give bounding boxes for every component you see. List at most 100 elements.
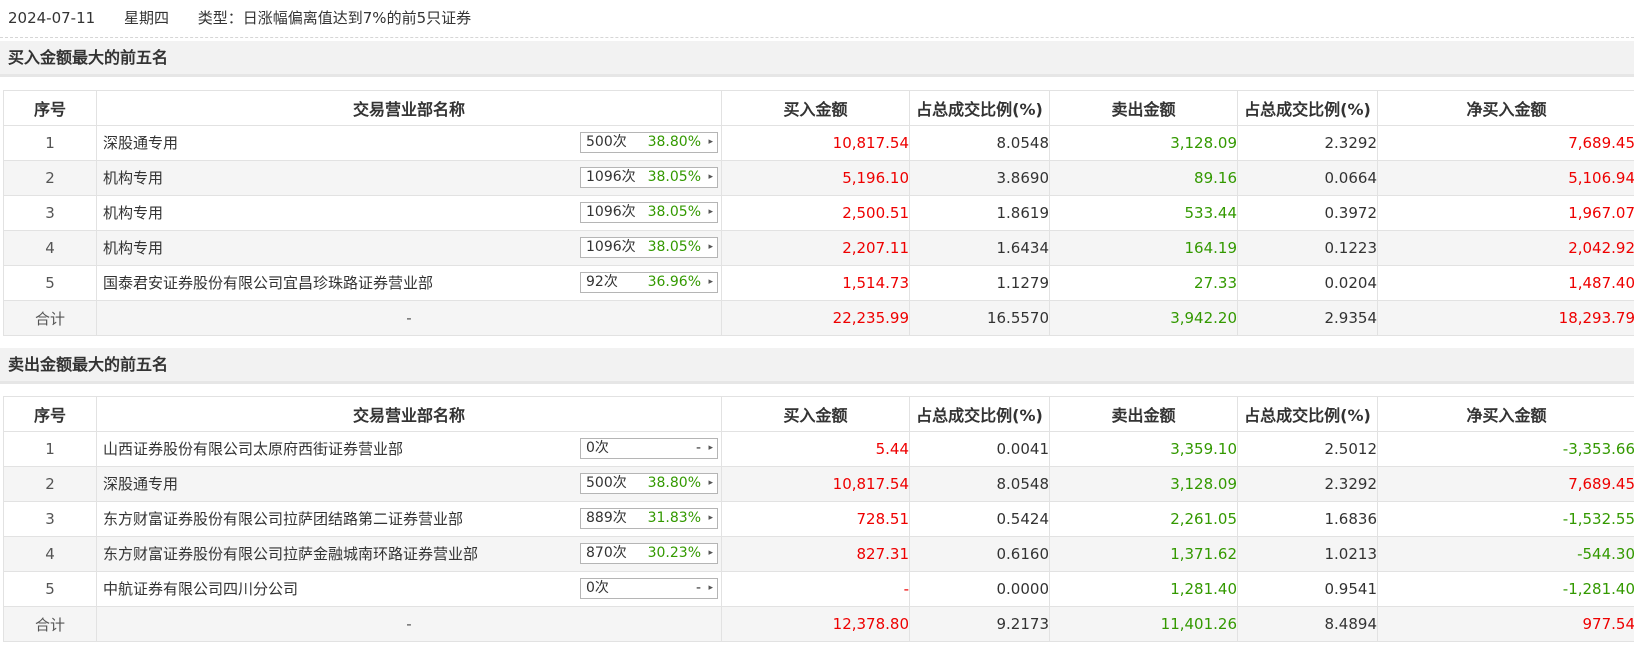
net-amount: 5,106.94 (1377, 160, 1634, 196)
buy-amount: 2,500.51 (721, 195, 910, 231)
branch-cell: 深股通专用 500次 38.80% ▸ (96, 466, 722, 502)
branch-name-link[interactable]: 机构专用 (103, 169, 164, 187)
branch-win-rate: - (695, 580, 701, 596)
col-buy-ratio: 占总成交比例(%) (909, 396, 1050, 432)
table-row: 2 机构专用 1096次 38.05% ▸ 5,196.10 3.8690 89.16 0.06… (3, 160, 1634, 196)
buy-amount: 10,817.54 (721, 125, 910, 161)
branch-count: 92次 (586, 274, 618, 290)
sell-amount: 27.33 (1049, 265, 1238, 301)
branch-count: 1096次 (586, 204, 636, 220)
branch-win-rate: 31.83% (647, 510, 701, 526)
sell-ratio: 0.0664 (1237, 160, 1378, 196)
chevron-right-icon: ▸ (708, 172, 713, 182)
col-branch-name: 交易营业部名称 (96, 396, 722, 432)
total-sell-amount: 3,942.20 (1049, 300, 1238, 336)
sell-ratio: 0.1223 (1237, 230, 1378, 266)
branch-stats-dropdown[interactable]: 1096次 38.05% ▸ (580, 202, 718, 223)
buy-amount: 2,207.11 (721, 230, 910, 266)
table-row: 1 山西证券股份有限公司太原府西街证券营业部 0次 - ▸ 5.44 0.0041 3,359… (3, 431, 1634, 467)
branch-win-rate: 38.80% (647, 475, 701, 491)
row-index: 2 (3, 160, 97, 196)
branch-name-link[interactable]: 深股通专用 (103, 475, 179, 493)
branch-cell: 中航证券有限公司四川分公司 0次 - ▸ (96, 571, 722, 607)
table-row: 1 深股通专用 500次 38.80% ▸ 10,817.54 8.0548 3,128.09… (3, 125, 1634, 161)
branch-stats-dropdown[interactable]: 889次 31.83% ▸ (580, 508, 718, 529)
net-amount: -544.30 (1377, 536, 1634, 572)
total-buy-ratio: 16.5570 (909, 300, 1050, 336)
branch-count: 0次 (586, 580, 609, 596)
branch-stats-dropdown[interactable]: 500次 38.80% ▸ (580, 132, 718, 153)
total-buy-ratio: 9.2173 (909, 606, 1050, 642)
branch-win-rate: 36.96% (647, 274, 701, 290)
branch-stats-dropdown[interactable]: 0次 - ▸ (580, 578, 718, 599)
table-header-row: 序号 交易营业部名称 买入金额 占总成交比例(%) 卖出金额 占总成交比例(%)… (3, 396, 1634, 432)
table-row: 4 机构专用 1096次 38.05% ▸ 2,207.11 1.6434 164.19 0.1… (3, 230, 1634, 266)
branch-name-link[interactable]: 机构专用 (103, 204, 164, 222)
branch-count: 0次 (586, 440, 609, 456)
buy-ratio: 0.0000 (909, 571, 1050, 607)
branch-stats-dropdown[interactable]: 92次 36.96% ▸ (580, 272, 718, 293)
branch-stats-dropdown[interactable]: 1096次 38.05% ▸ (580, 167, 718, 188)
net-amount: 7,689.45 (1377, 125, 1634, 161)
branch-name-link[interactable]: 深股通专用 (103, 134, 179, 152)
weekday: 星期四 (123, 9, 169, 27)
chevron-right-icon: ▸ (708, 548, 713, 558)
header-bar: 2024-07-11 星期四 类型：日涨幅偏离值达到7%的前5只证券 (0, 0, 1634, 38)
branch-count: 870次 (586, 545, 627, 561)
sell-ratio: 1.0213 (1237, 536, 1378, 572)
col-sell-amount: 卖出金额 (1049, 396, 1238, 432)
total-label: 合计 (3, 606, 97, 642)
chevron-right-icon: ▸ (708, 443, 713, 453)
branch-stats-dropdown[interactable]: 500次 38.80% ▸ (580, 473, 718, 494)
sell-ratio: 0.3972 (1237, 195, 1378, 231)
col-index: 序号 (3, 90, 97, 126)
branch-win-rate: 38.05% (647, 204, 701, 220)
branch-stats-dropdown[interactable]: 1096次 38.05% ▸ (580, 237, 718, 258)
buy-ratio: 0.0041 (909, 431, 1050, 467)
net-amount: 7,689.45 (1377, 466, 1634, 502)
sell-amount: 89.16 (1049, 160, 1238, 196)
chevron-right-icon: ▸ (708, 513, 713, 523)
branch-name-link[interactable]: 山西证券股份有限公司太原府西街证券营业部 (103, 440, 404, 458)
row-index: 3 (3, 501, 97, 537)
sell-ratio: 2.3292 (1237, 125, 1378, 161)
branch-cell: 国泰君安证券股份有限公司宜昌珍珠路证券营业部 92次 36.96% ▸ (96, 265, 722, 301)
sell-ratio: 2.5012 (1237, 431, 1378, 467)
table-row: 4 东方财富证券股份有限公司拉萨金融城南环路证券营业部 870次 30.23% ▸ 827… (3, 536, 1634, 572)
branch-name-link[interactable]: 国泰君安证券股份有限公司宜昌珍珠路证券营业部 (103, 274, 434, 292)
row-index: 4 (3, 230, 97, 266)
branch-name-link[interactable]: 东方财富证券股份有限公司拉萨团结路第二证券营业部 (103, 510, 464, 528)
list-type: 类型：日涨幅偏离值达到7%的前5只证券 (197, 9, 472, 27)
branch-name-link[interactable]: 东方财富证券股份有限公司拉萨金融城南环路证券营业部 (103, 545, 479, 563)
buy-top5-table: 序号 交易营业部名称 买入金额 占总成交比例(%) 卖出金额 占总成交比例(%)… (3, 90, 1634, 336)
branch-stats-dropdown[interactable]: 870次 30.23% ▸ (580, 543, 718, 564)
branch-name-link[interactable]: 机构专用 (103, 239, 164, 257)
net-amount: 1,967.07 (1377, 195, 1634, 231)
buy-amount: 5,196.10 (721, 160, 910, 196)
sell-amount: 1,371.62 (1049, 536, 1238, 572)
net-amount: 1,487.40 (1377, 265, 1634, 301)
total-branch-placeholder: - (96, 606, 722, 642)
sell-amount: 3,128.09 (1049, 125, 1238, 161)
buy-ratio: 8.0548 (909, 125, 1050, 161)
total-buy-amount: 12,378.80 (721, 606, 910, 642)
branch-cell: 机构专用 1096次 38.05% ▸ (96, 160, 722, 196)
buy-amount: - (721, 571, 910, 607)
sell-section-title: 卖出金额最大的前五名 (0, 348, 1634, 384)
buy-amount: 827.31 (721, 536, 910, 572)
branch-win-rate: 38.80% (647, 134, 701, 150)
total-branch-placeholder: - (96, 300, 722, 336)
branch-cell: 机构专用 1096次 38.05% ▸ (96, 230, 722, 266)
chevron-right-icon: ▸ (708, 277, 713, 287)
branch-win-rate: 38.05% (647, 239, 701, 255)
row-index: 3 (3, 195, 97, 231)
col-net-amount: 净买入金额 (1377, 396, 1634, 432)
branch-name-link[interactable]: 中航证券有限公司四川分公司 (103, 580, 299, 598)
chevron-right-icon: ▸ (708, 137, 713, 147)
row-index: 4 (3, 536, 97, 572)
branch-stats-dropdown[interactable]: 0次 - ▸ (580, 438, 718, 459)
col-buy-amount: 买入金额 (721, 90, 910, 126)
buy-section-title: 买入金额最大的前五名 (0, 41, 1634, 77)
sell-amount: 1,281.40 (1049, 571, 1238, 607)
trade-date: 2024-07-11 (8, 9, 96, 27)
